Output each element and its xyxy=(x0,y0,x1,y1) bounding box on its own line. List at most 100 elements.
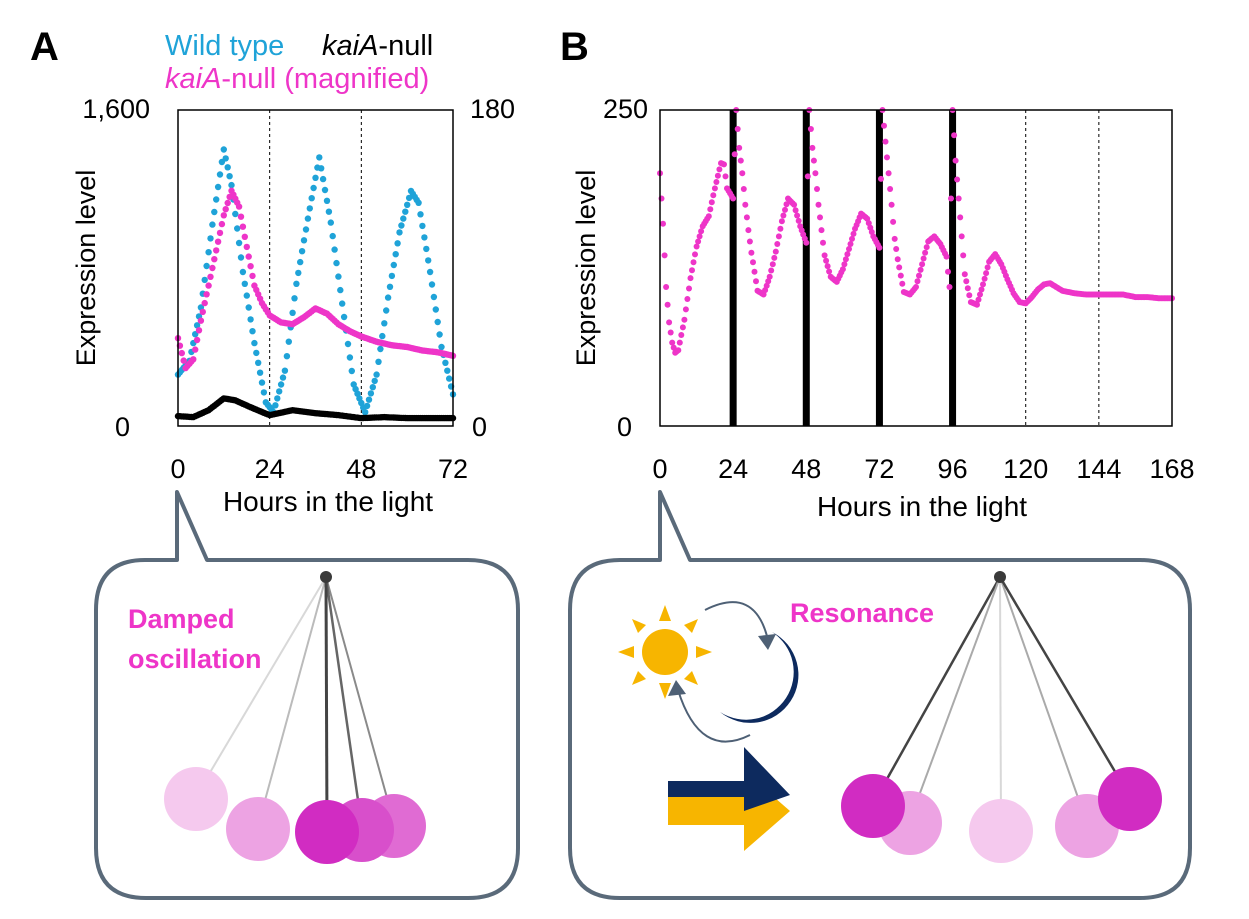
a-point xyxy=(224,199,231,207)
b-point xyxy=(919,261,926,268)
a-point xyxy=(289,309,296,316)
a-point xyxy=(214,238,222,245)
sun-rays xyxy=(618,605,712,699)
pendulum-b-string-2 xyxy=(909,576,1001,821)
a-point xyxy=(300,237,308,244)
b-point xyxy=(753,278,759,285)
a-point xyxy=(308,195,315,202)
bubble-b-text: Resonance xyxy=(790,598,934,628)
b-point xyxy=(974,301,980,308)
pendulum-b-pivot xyxy=(994,571,1006,583)
b-point xyxy=(894,256,901,263)
a-point xyxy=(237,213,245,220)
b-point xyxy=(686,285,692,292)
a-point xyxy=(293,280,300,287)
b-x-tick-label: 168 xyxy=(1149,454,1194,484)
a-point xyxy=(201,276,208,284)
b-point xyxy=(946,284,953,290)
a-point xyxy=(214,183,222,191)
b-point xyxy=(794,212,801,219)
a-point xyxy=(277,381,285,388)
b-point xyxy=(823,257,830,264)
b-point xyxy=(885,170,892,177)
a-point xyxy=(190,356,197,363)
b-point xyxy=(920,255,927,262)
b-point xyxy=(914,278,921,285)
a-point xyxy=(442,359,449,366)
a-point xyxy=(402,208,409,215)
cycle-arrowhead-bottom xyxy=(668,680,686,696)
b-point xyxy=(983,270,990,277)
a-y-left-top: 1,600 xyxy=(82,94,150,124)
b-point xyxy=(681,316,688,323)
b-point xyxy=(810,157,817,164)
a-data-points xyxy=(174,146,457,422)
panel-a-letter: A xyxy=(30,25,59,69)
a-point xyxy=(298,248,306,255)
a-point xyxy=(201,299,208,307)
b-plot-frame xyxy=(659,109,1173,427)
a-point xyxy=(339,300,346,307)
a-point xyxy=(180,357,187,364)
a-point xyxy=(226,173,233,180)
a-point xyxy=(304,215,312,222)
a-point xyxy=(367,390,375,397)
b-x-tick-label: 24 xyxy=(718,454,748,484)
b-point xyxy=(839,266,846,273)
b-point xyxy=(746,238,753,245)
pendulum-a-bob-5 xyxy=(295,800,359,864)
a-point xyxy=(396,229,403,236)
a-gridlines xyxy=(269,110,362,426)
b-point xyxy=(774,241,781,247)
a-point xyxy=(388,272,396,280)
a-series-2 xyxy=(174,395,457,422)
b-point xyxy=(737,157,744,164)
a-point xyxy=(211,256,218,263)
b-point xyxy=(696,233,703,240)
b-point xyxy=(881,122,887,129)
a-point xyxy=(348,367,355,375)
a-point xyxy=(432,306,439,313)
b-point xyxy=(795,217,802,224)
b-point xyxy=(888,201,895,208)
b-point xyxy=(961,271,968,278)
b-point xyxy=(707,206,714,213)
b-x-tick-label: 48 xyxy=(791,454,821,484)
a-point xyxy=(224,164,231,171)
b-x-tick-label: 0 xyxy=(652,454,667,484)
cycle-arrow-top xyxy=(704,601,769,641)
a-point xyxy=(404,201,411,208)
pendulum-b-string-4 xyxy=(999,576,1088,824)
b-point xyxy=(954,176,961,183)
b-point xyxy=(923,244,930,251)
b-x-axis-label: Hours in the light xyxy=(817,491,1027,522)
pendulum-b-bob-1 xyxy=(841,774,905,838)
b-point xyxy=(958,233,965,240)
a-point xyxy=(312,174,319,181)
b-point xyxy=(710,192,717,199)
b-point xyxy=(960,252,967,259)
b-point xyxy=(847,241,854,247)
a-series-1 xyxy=(174,146,457,416)
b-point xyxy=(731,151,738,158)
b-x-tick-label: 72 xyxy=(864,454,894,484)
a-point xyxy=(434,318,441,326)
a-point xyxy=(381,320,388,327)
b-point xyxy=(893,246,900,252)
a-point xyxy=(392,251,399,258)
b-point xyxy=(742,201,749,208)
a-point xyxy=(436,331,443,338)
b-point xyxy=(981,275,988,282)
b-point xyxy=(716,166,723,173)
panel-b-letter: B xyxy=(560,25,589,69)
b-point xyxy=(783,201,790,208)
b-point xyxy=(897,272,904,279)
a-point xyxy=(247,316,254,323)
b-point xyxy=(977,291,983,298)
a-point xyxy=(241,233,248,240)
a-point xyxy=(258,379,266,386)
a-point xyxy=(346,354,354,361)
b-point xyxy=(975,296,982,303)
b-point xyxy=(693,243,700,250)
a-point xyxy=(318,165,325,172)
